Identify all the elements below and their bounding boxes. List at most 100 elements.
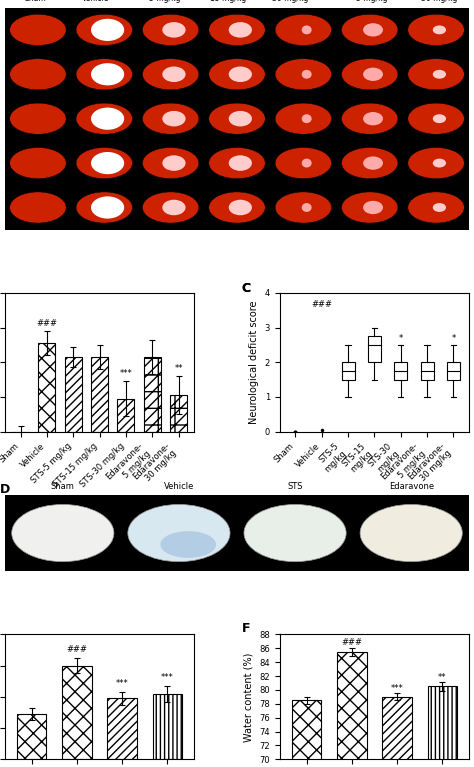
Ellipse shape (209, 59, 265, 90)
Ellipse shape (301, 25, 311, 35)
Ellipse shape (10, 147, 66, 179)
Ellipse shape (341, 103, 398, 134)
Ellipse shape (341, 15, 398, 45)
Ellipse shape (244, 505, 346, 561)
Ellipse shape (142, 103, 199, 134)
Text: ***: *** (119, 369, 132, 378)
Bar (342, 362, 355, 380)
Text: 30 mg/kg: 30 mg/kg (272, 0, 309, 3)
Bar (420, 362, 434, 380)
Bar (144, 357, 161, 432)
Text: 30 mg/kg: 30 mg/kg (421, 0, 457, 3)
Text: C: C (242, 281, 251, 295)
Bar (38, 343, 55, 432)
Ellipse shape (209, 192, 265, 223)
Bar (292, 700, 321, 767)
Ellipse shape (275, 103, 331, 134)
Ellipse shape (433, 114, 446, 123)
Text: 15 mg/kg: 15 mg/kg (210, 0, 246, 3)
Ellipse shape (433, 70, 446, 79)
Ellipse shape (301, 70, 311, 79)
Bar (153, 694, 182, 759)
Ellipse shape (341, 192, 398, 223)
Ellipse shape (10, 59, 66, 90)
Ellipse shape (408, 147, 464, 179)
Ellipse shape (91, 63, 124, 85)
Ellipse shape (142, 59, 199, 90)
Ellipse shape (408, 192, 464, 223)
Ellipse shape (10, 15, 66, 45)
Ellipse shape (275, 147, 331, 179)
Ellipse shape (128, 505, 230, 561)
Bar (447, 362, 460, 380)
Y-axis label: Water content (%): Water content (%) (244, 652, 254, 742)
Ellipse shape (275, 59, 331, 90)
Ellipse shape (209, 15, 265, 45)
Text: 5 mg/kg: 5 mg/kg (356, 0, 387, 3)
Ellipse shape (12, 505, 114, 561)
Text: Sham: Sham (24, 0, 46, 3)
Ellipse shape (363, 112, 383, 125)
Text: ###: ### (341, 638, 363, 647)
Text: Vehicle: Vehicle (164, 482, 194, 491)
Ellipse shape (363, 67, 383, 81)
Ellipse shape (363, 156, 383, 170)
Ellipse shape (301, 159, 311, 167)
Text: STS: STS (287, 482, 303, 491)
Ellipse shape (363, 23, 383, 37)
Text: ***: *** (161, 673, 173, 682)
Ellipse shape (162, 111, 185, 127)
Text: **: ** (174, 364, 183, 373)
Ellipse shape (408, 59, 464, 90)
Ellipse shape (160, 532, 216, 558)
Ellipse shape (275, 192, 331, 223)
Bar (394, 362, 407, 380)
Text: ***: *** (116, 679, 128, 688)
Text: **: ** (438, 673, 447, 682)
Bar (91, 357, 108, 432)
Text: C: C (242, 281, 251, 295)
Bar (62, 666, 91, 759)
Ellipse shape (341, 59, 398, 90)
Text: 5 mg/kg: 5 mg/kg (149, 0, 181, 3)
Ellipse shape (162, 67, 185, 82)
Ellipse shape (408, 103, 464, 134)
Bar (170, 395, 187, 432)
Ellipse shape (76, 59, 132, 90)
Ellipse shape (91, 196, 124, 219)
Ellipse shape (228, 155, 252, 171)
Bar (64, 357, 82, 432)
Ellipse shape (10, 103, 66, 134)
Bar (428, 686, 457, 767)
Ellipse shape (76, 15, 132, 45)
Ellipse shape (76, 147, 132, 179)
Ellipse shape (162, 155, 185, 171)
Bar (17, 714, 46, 759)
Y-axis label: Neurological deficit score: Neurological deficit score (249, 301, 259, 424)
Ellipse shape (228, 199, 252, 216)
Ellipse shape (91, 152, 124, 174)
Ellipse shape (408, 15, 464, 45)
Text: Edaravone: Edaravone (389, 482, 434, 491)
Bar (117, 399, 135, 432)
Ellipse shape (228, 111, 252, 127)
Ellipse shape (162, 22, 185, 38)
Ellipse shape (433, 159, 446, 167)
Ellipse shape (301, 203, 311, 212)
Ellipse shape (209, 103, 265, 134)
Ellipse shape (209, 147, 265, 179)
Bar (108, 699, 137, 759)
Text: ###: ### (66, 644, 88, 653)
Text: Vehicle: Vehicle (82, 0, 109, 3)
Ellipse shape (360, 505, 462, 561)
Ellipse shape (433, 25, 446, 35)
Ellipse shape (301, 114, 311, 123)
Text: ###: ### (36, 319, 57, 328)
Ellipse shape (341, 147, 398, 179)
Ellipse shape (275, 15, 331, 45)
Ellipse shape (10, 192, 66, 223)
Ellipse shape (228, 67, 252, 82)
Text: Sham: Sham (51, 482, 75, 491)
Ellipse shape (162, 199, 185, 216)
Ellipse shape (91, 107, 124, 130)
